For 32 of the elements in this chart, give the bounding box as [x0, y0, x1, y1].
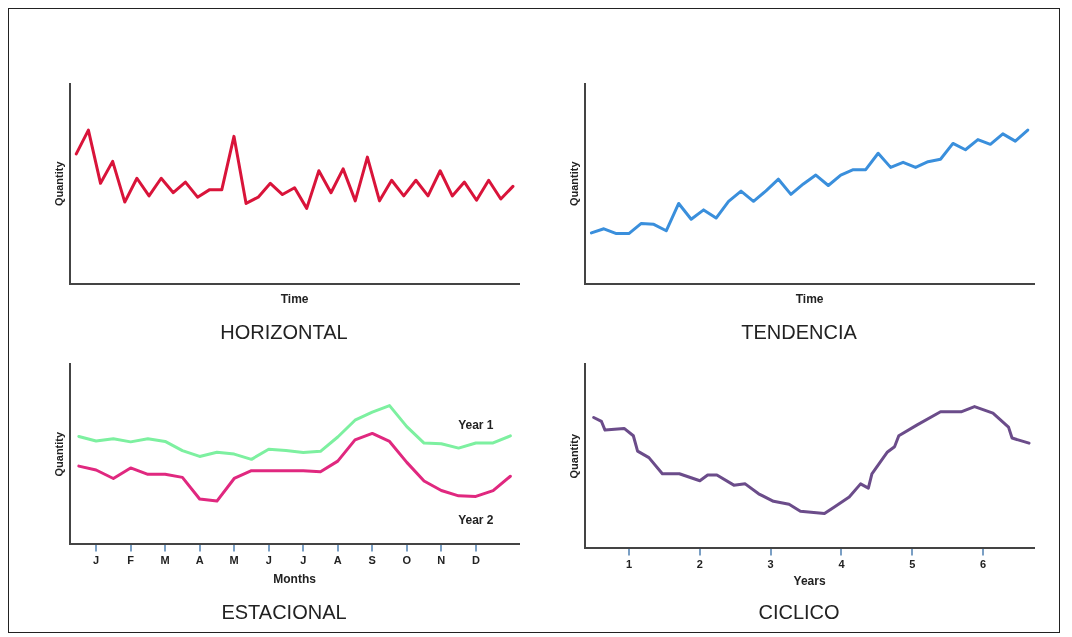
y-axis-title: Quantity — [52, 160, 65, 207]
x-axis-title: Time — [795, 292, 824, 307]
series-label: Year 1 — [458, 417, 494, 432]
text: ESTACIONAL — [221, 600, 347, 623]
x-axis-title: Years — [793, 574, 826, 589]
text: HORIZONTAL — [220, 320, 348, 343]
x-tick-label: J — [265, 554, 272, 567]
series-label: Year 2 — [458, 513, 494, 528]
x-tick-label: A — [195, 554, 204, 567]
x-tick-label: M — [229, 554, 239, 567]
y-axis-title: Quantity — [567, 433, 580, 479]
x-tick-label: N — [437, 554, 446, 567]
x-tick-label: 2 — [696, 558, 703, 571]
x-tick-label: J — [93, 554, 100, 567]
x-tick-label: F — [127, 554, 135, 567]
x-tick-label: J — [300, 554, 307, 567]
y-axis-title: Quantity — [52, 431, 65, 477]
text: TENDENCIA — [741, 320, 858, 343]
x-tick-label: 5 — [909, 558, 916, 571]
x-tick-label: 3 — [767, 558, 774, 571]
x-tick-label: 1 — [626, 558, 633, 571]
x-tick-label: O — [402, 554, 412, 567]
x-tick-label: D — [471, 554, 480, 567]
x-tick-label: 6 — [979, 558, 987, 571]
y-axis-title: Quantity — [567, 160, 580, 207]
x-tick-label: 4 — [838, 558, 846, 571]
x-axis-title: Months — [273, 572, 317, 587]
x-tick-label: S — [368, 554, 376, 567]
text: CICLICO — [758, 600, 840, 623]
x-tick-label: A — [333, 554, 342, 567]
x-axis-title: Time — [280, 292, 309, 307]
x-tick-label: M — [160, 554, 170, 567]
